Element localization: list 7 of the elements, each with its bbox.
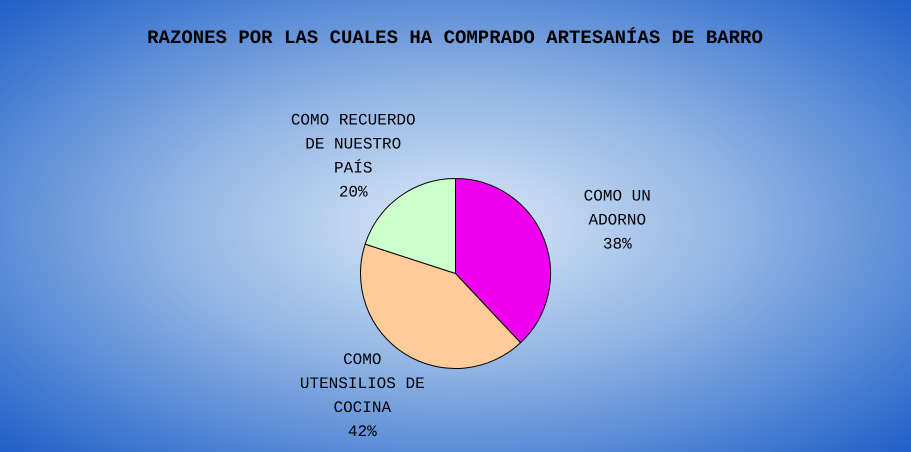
data-label: 42% <box>348 423 378 442</box>
data-label: 20% <box>338 183 368 202</box>
slice-label: COMO UTENSILIOS DE COCINA <box>300 351 425 418</box>
slice-label: COMO UN ADORNO <box>584 187 651 230</box>
slice-label: COMO RECUERDO DE NUESTRO PAÍS <box>290 111 416 178</box>
chart-title: RAZONES POR LAS CUALES HA COMPRADO ARTESANÍAS DE BARRO <box>146 26 764 51</box>
data-label: 38% <box>602 235 632 254</box>
